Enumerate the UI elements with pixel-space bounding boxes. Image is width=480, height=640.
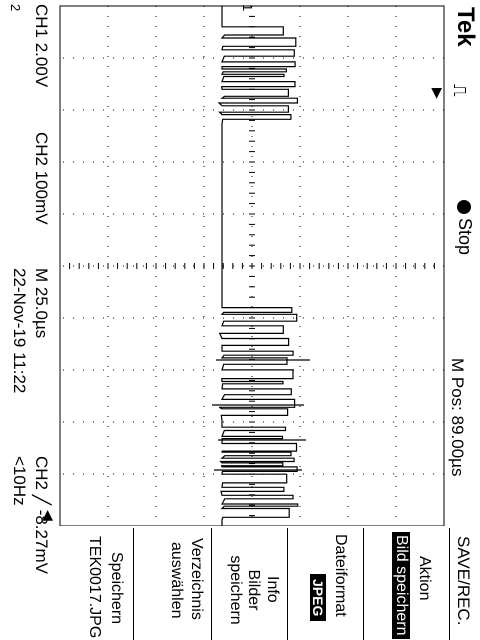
horizontal-position: M Pos: 89.00µs — [449, 358, 466, 476]
ch2-scale: CH2 100mV — [33, 132, 50, 225]
menu-item-value: auswählen — [168, 542, 184, 619]
trigger-position-marker: ▶ — [431, 88, 445, 99]
menu-item-value: Bilder speichern — [226, 550, 262, 630]
run-state-label: Stop — [455, 218, 475, 255]
menu-divider — [211, 528, 212, 640]
menu-item-label: Info — [264, 576, 280, 603]
timebase: M 25.0µs — [33, 268, 50, 338]
menu-divider — [133, 528, 134, 640]
waveform-display — [0, 0, 480, 526]
trigger-glyph-icon: ⎍ — [451, 84, 469, 97]
menu-divider — [449, 528, 450, 640]
date-time: 22-Nov-19 11:22 — [11, 268, 28, 393]
menu-title: SAVE/REC. — [455, 536, 472, 625]
ch1-marker: 1 — [241, 4, 254, 11]
menu-item-value: Bild speichern — [392, 532, 410, 639]
brand-logo: Tek — [453, 7, 477, 47]
trigger-settings: CH2 ╱ -8.27mV — [33, 456, 50, 574]
ch1-scale: CH1 2.00V — [33, 4, 50, 87]
menu-item-value: JPEG — [310, 574, 326, 621]
menu-divider — [287, 528, 288, 640]
ch1-trace — [219, 6, 298, 526]
menu-item-label: Dateiformat — [332, 534, 348, 617]
frequency-readout: <10Hz — [11, 456, 28, 506]
ch2-marker: 2 — [9, 4, 22, 11]
menu-item-label: Speichern — [108, 552, 124, 624]
menu-divider — [363, 528, 364, 640]
menu-item-value: TEK0017.JPG — [86, 536, 102, 638]
run-state: Stop — [456, 200, 474, 255]
stop-indicator-icon — [457, 200, 471, 214]
menu-item-label: Aktion — [416, 556, 432, 600]
menu-item-label: Verzeichnis — [188, 538, 204, 620]
